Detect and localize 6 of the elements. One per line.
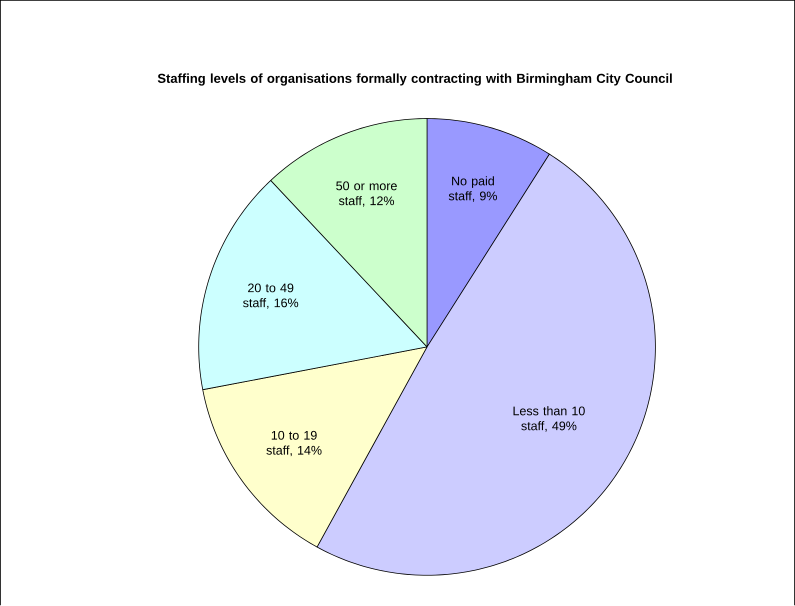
- chart-title: Staffing levels of organisations formally contracting with Birmingham City Council: [158, 74, 672, 86]
- data-label: 50 or more staff, 12%: [336, 182, 397, 207]
- data-label: 10 to 19 staff, 14%: [266, 431, 322, 456]
- data-label: Less than 10 staff, 49%: [514, 406, 585, 432]
- data-label: No paid staff, 9%: [448, 176, 497, 202]
- data-label: 20 to 49 staff, 16%: [243, 284, 298, 309]
